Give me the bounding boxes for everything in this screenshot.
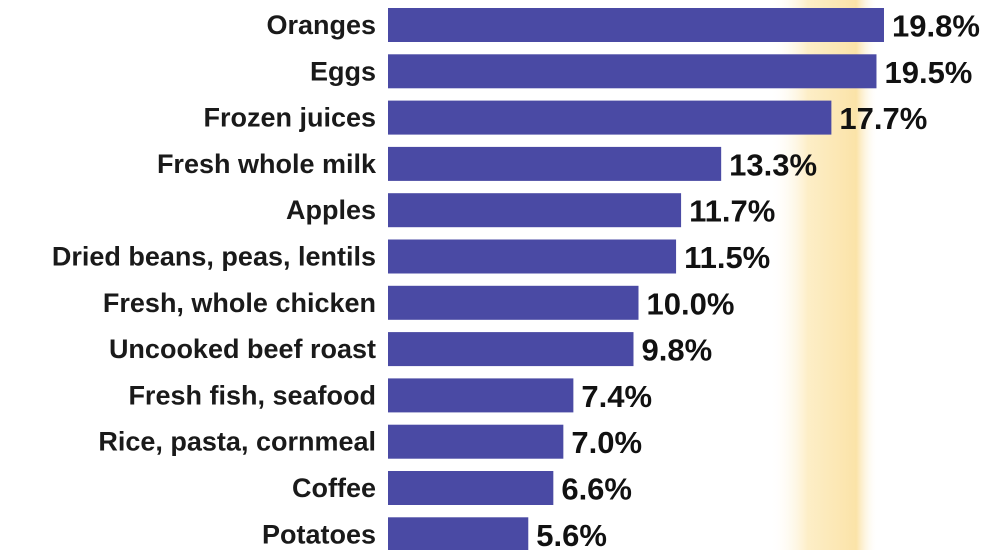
value-label-fresh-fish-seafood: 7.4% [581, 379, 652, 414]
category-label-fresh-fish-seafood: Fresh fish, seafood [128, 380, 376, 410]
background-band [770, 0, 878, 550]
bar-fresh-whole-milk [388, 146, 722, 181]
category-label-uncooked-beef-roast: Uncooked beef roast [109, 334, 376, 364]
value-label-uncooked-beef-roast: 9.8% [641, 333, 712, 368]
category-label-rice-pasta-cornmeal: Rice, pasta, cornmeal [98, 427, 376, 457]
bar-fresh-fish-seafood [388, 378, 574, 413]
bar-oranges [388, 8, 884, 42]
bar-dried-beans-peas-lentils [388, 239, 677, 274]
value-label-apples: 11.7% [689, 194, 775, 229]
value-label-potatoes: 5.6% [536, 518, 607, 550]
category-label-oranges: Oranges [266, 10, 376, 40]
value-label-frozen-juices: 17.7% [839, 101, 927, 136]
bar-eggs [388, 54, 877, 89]
bar-fresh-whole-chicken [388, 285, 639, 320]
bar-frozen-juices [388, 100, 832, 135]
value-label-fresh-whole-milk: 13.3% [729, 147, 817, 182]
category-label-frozen-juices: Frozen juices [203, 103, 376, 133]
bar-rice-pasta-cornmeal [388, 424, 564, 459]
value-label-coffee: 6.6% [561, 472, 632, 507]
value-label-dried-beans-peas-lentils: 11.5% [684, 240, 770, 275]
category-label-fresh-whole-chicken: Fresh, whole chicken [103, 288, 376, 318]
category-label-eggs: Eggs [310, 56, 376, 86]
bar-potatoes [388, 517, 529, 552]
bar-coffee [388, 471, 554, 505]
category-label-apples: Apples [286, 195, 376, 225]
category-label-potatoes: Potatoes [262, 519, 376, 549]
value-label-eggs: 19.5% [884, 55, 972, 90]
bar-apples [388, 193, 682, 228]
value-label-oranges: 19.8% [892, 9, 980, 44]
category-label-fresh-whole-milk: Fresh whole milk [157, 149, 377, 179]
bar-uncooked-beef-roast [388, 332, 634, 367]
value-label-fresh-whole-chicken: 10.0% [647, 286, 735, 321]
category-label-coffee: Coffee [292, 473, 376, 503]
category-label-dried-beans-peas-lentils: Dried beans, peas, lentils [52, 242, 376, 272]
value-label-rice-pasta-cornmeal: 7.0% [571, 425, 642, 460]
